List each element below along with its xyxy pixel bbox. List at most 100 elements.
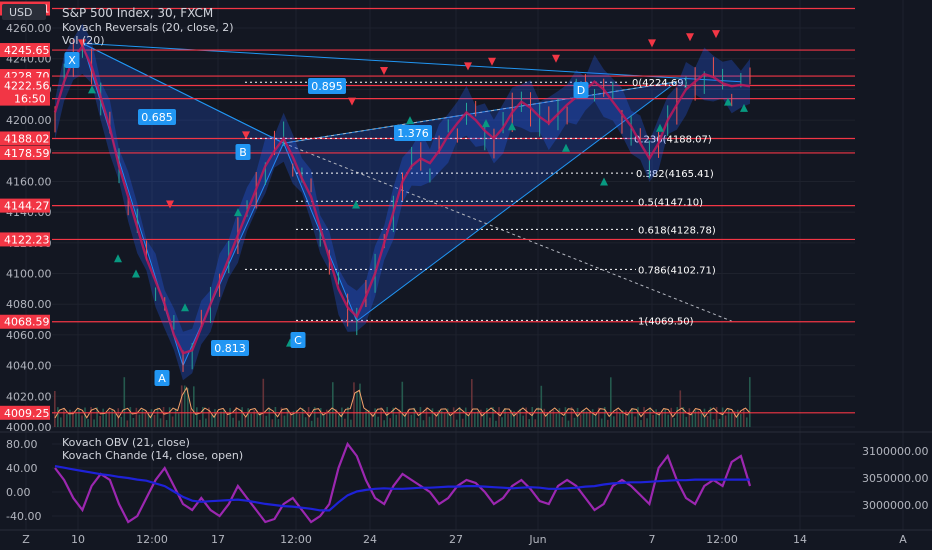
volume-bar	[670, 407, 673, 427]
harmonic-pattern	[81, 42, 741, 368]
time-axis[interactable]: Z 10 12:00 17 12:00 24 27 Jun 7 12:00 14 A	[0, 529, 932, 550]
volume-bar	[129, 407, 132, 427]
currency-badge[interactable]	[2, 4, 46, 20]
price-tick: 4160.00	[6, 175, 52, 188]
volume-bar	[256, 410, 259, 427]
level-value: 4068.59	[4, 316, 50, 329]
symbol-title[interactable]: S&P 500 Index, 30, FXCM	[62, 6, 213, 20]
obv-legend[interactable]: Kovach OBV (21, close)	[62, 436, 190, 449]
volume-bar	[706, 415, 709, 427]
time-tick: Jun	[528, 533, 546, 546]
point-label-c-bg	[290, 332, 306, 348]
volume-bar	[652, 414, 654, 427]
volume-bar	[730, 412, 733, 427]
volume-bar	[428, 416, 431, 427]
volume-bar	[733, 411, 736, 427]
volume-bar	[477, 411, 479, 427]
volume-bar	[455, 419, 458, 427]
volume-bar	[410, 414, 413, 427]
volume-bar	[87, 418, 89, 427]
level-value: 4144.27	[4, 200, 50, 213]
volume-bar	[401, 381, 404, 427]
volume-bar	[576, 407, 579, 427]
volume-bar	[712, 419, 715, 427]
buy-marker	[88, 85, 96, 94]
sell-marker	[78, 39, 86, 48]
price-series	[53, 23, 751, 381]
volume-bar	[474, 412, 476, 427]
obv-line	[54, 465, 750, 512]
volume-bar	[193, 386, 195, 427]
volume-bar	[464, 407, 467, 427]
price-tick: 4200.00	[6, 114, 52, 127]
volume-bar	[655, 409, 657, 427]
time-tick: 12:00	[136, 533, 168, 546]
volume-bar	[458, 407, 461, 427]
volume-bar	[93, 419, 95, 427]
volume-bar	[138, 414, 141, 427]
volume-bar	[338, 415, 340, 427]
volume-bar	[498, 407, 500, 427]
volume-bar	[332, 382, 334, 427]
chande-legend[interactable]: Kovach Chande (14, close, open)	[62, 449, 243, 462]
point-label-b: B	[239, 146, 247, 159]
price-band	[55, 23, 750, 381]
level-badge	[0, 145, 50, 160]
volume-bar	[546, 412, 549, 427]
volume-bar	[528, 419, 531, 427]
volume-bar	[667, 414, 670, 427]
volume-bar	[727, 408, 730, 427]
volume-bar	[259, 412, 262, 427]
volume-bar	[573, 417, 576, 427]
volume-bar	[534, 419, 537, 427]
buy-marker	[132, 269, 140, 278]
volume-bar	[434, 413, 437, 427]
point-label-b-bg	[235, 144, 251, 160]
sell-marker	[242, 131, 250, 140]
volume-bar	[268, 407, 271, 427]
price-axis[interactable]: 4000.00 4020.00 4040.00 4060.00 4080.00 4100.…	[0, 1, 52, 434]
volume-bar	[543, 408, 546, 427]
volume-bar	[715, 407, 718, 427]
time-tick: 10	[71, 533, 85, 546]
indicator-legend-2[interactable]: Vol (20)	[62, 34, 105, 47]
volume-bar	[531, 407, 534, 427]
price-tick: 4000.00	[6, 421, 52, 434]
volume-bar	[480, 409, 482, 427]
volume-bar	[537, 407, 540, 427]
buy-marker	[656, 123, 664, 132]
volume-bar	[646, 418, 648, 427]
indicator-legend-1[interactable]: Kovach Reversals (20, close, 2)	[62, 21, 234, 34]
volume-bar	[625, 410, 627, 427]
volume-bar	[153, 414, 156, 427]
volume-bar	[446, 408, 449, 427]
volume-bar	[241, 407, 243, 427]
volume-bar	[634, 416, 636, 427]
volume-bar	[322, 414, 325, 427]
fib-label: 0.236(4188.07)	[634, 134, 712, 145]
point-label-x-bg	[64, 52, 80, 68]
volume-bar	[353, 382, 355, 427]
point-label-a: A	[158, 372, 166, 385]
point-label-x: X	[68, 54, 76, 67]
volume-bar	[570, 407, 573, 427]
volume-bar	[588, 412, 591, 427]
volume-bar	[368, 410, 370, 427]
volume-bar	[226, 414, 228, 427]
ratio-label-bg	[394, 125, 432, 141]
point-label-a-bg	[154, 370, 170, 386]
ratio-label-bg	[138, 109, 176, 125]
current-price: 4222.56	[4, 79, 50, 92]
sell-marker	[464, 62, 472, 71]
volume-bar	[694, 410, 697, 427]
volume-bar	[371, 413, 373, 427]
price-tick: 4080.00	[6, 298, 52, 311]
fib-label: 0(4224.69)	[632, 78, 688, 89]
volume-bar	[585, 411, 588, 427]
volume-bar	[205, 418, 207, 427]
volume-bar	[431, 408, 434, 427]
chande-line	[54, 441, 752, 524]
volume-bar	[471, 379, 473, 427]
volume-bar	[561, 417, 564, 427]
